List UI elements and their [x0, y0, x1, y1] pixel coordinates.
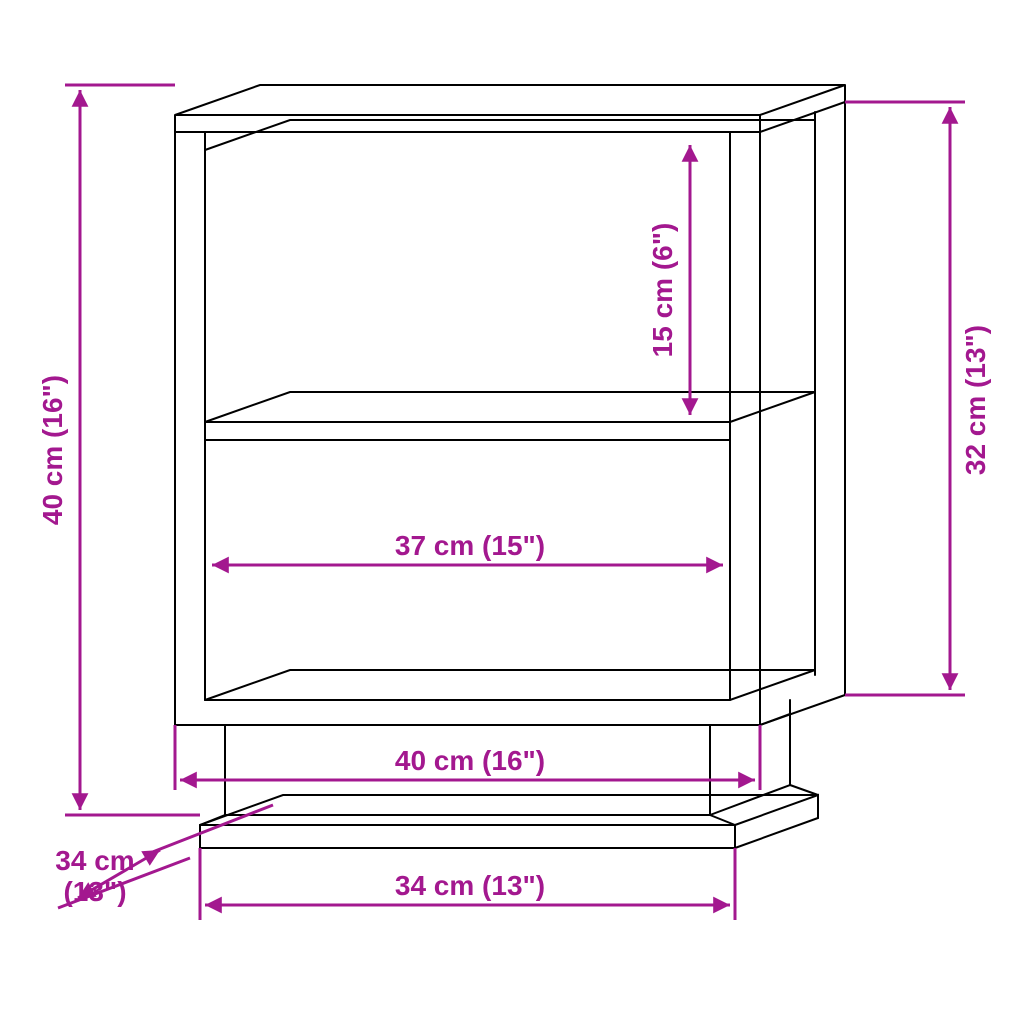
- dim-outer-width: 40 cm (16"): [395, 745, 545, 776]
- dim-height-total: 40 cm (16"): [37, 375, 68, 525]
- dim-inner-width: 37 cm (15"): [395, 530, 545, 561]
- dim-depth: 34 cm(13"): [55, 845, 134, 907]
- dim-shelf-clear: 15 cm (6"): [647, 223, 678, 358]
- dim-base-width: 34 cm (13"): [395, 870, 545, 901]
- furniture-outline: [175, 85, 845, 848]
- dim-inner-height: 32 cm (13"): [960, 325, 991, 475]
